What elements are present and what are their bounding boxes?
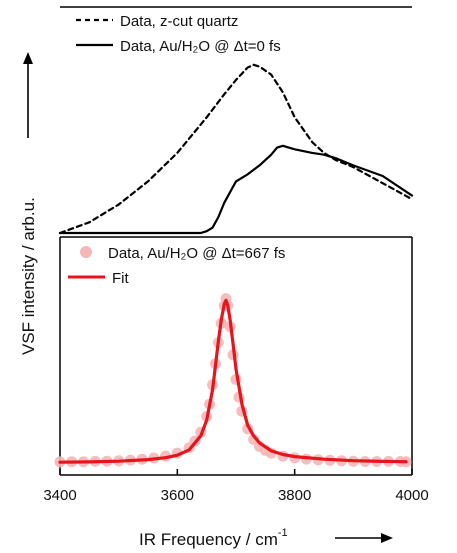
bottom-legend: Data, Au/H₂O @ Δt=667 fs Fit xyxy=(68,245,285,287)
legend-label-quartz: Data, z-cut quartz xyxy=(120,13,238,30)
x-axis-label: IR Frequency / cm-1 xyxy=(139,527,288,549)
legend-label-au-0fs: Data, Au/H₂O @ Δt=0 fs xyxy=(120,38,281,55)
series-line-data-au-h-o-t-0-fs xyxy=(58,144,414,235)
x-ticks: 3400 3600 3800 4000 xyxy=(43,469,429,504)
x-tick-label-3400: 3400 xyxy=(43,487,76,504)
x-tick-label-3600: 3600 xyxy=(161,487,194,504)
y-axis-arrow xyxy=(23,52,33,138)
legend-label-au-667fs: Data, Au/H₂O @ Δt=667 fs xyxy=(108,245,285,262)
legend-swatch-au-667fs xyxy=(80,246,92,258)
bottom-panel-plot xyxy=(54,293,412,468)
legend-label-fit: Fit xyxy=(112,270,129,287)
top-panel-plot xyxy=(58,63,414,235)
x-axis-arrow xyxy=(335,533,393,543)
x-axis-label-superscript: -1 xyxy=(278,527,288,539)
series-line-data-z-cut-quartz xyxy=(58,63,414,235)
x-tick-label-3800: 3800 xyxy=(278,487,311,504)
series-line-fit xyxy=(58,298,408,464)
top-legend: Data, z-cut quartz Data, Au/H₂O @ Δt=0 f… xyxy=(76,13,281,55)
x-axis-label-text: IR Frequency / cm xyxy=(139,530,278,549)
y-axis-label: VSF intensity / arb.u. xyxy=(19,197,38,355)
x-tick-label-4000: 4000 xyxy=(395,487,428,504)
